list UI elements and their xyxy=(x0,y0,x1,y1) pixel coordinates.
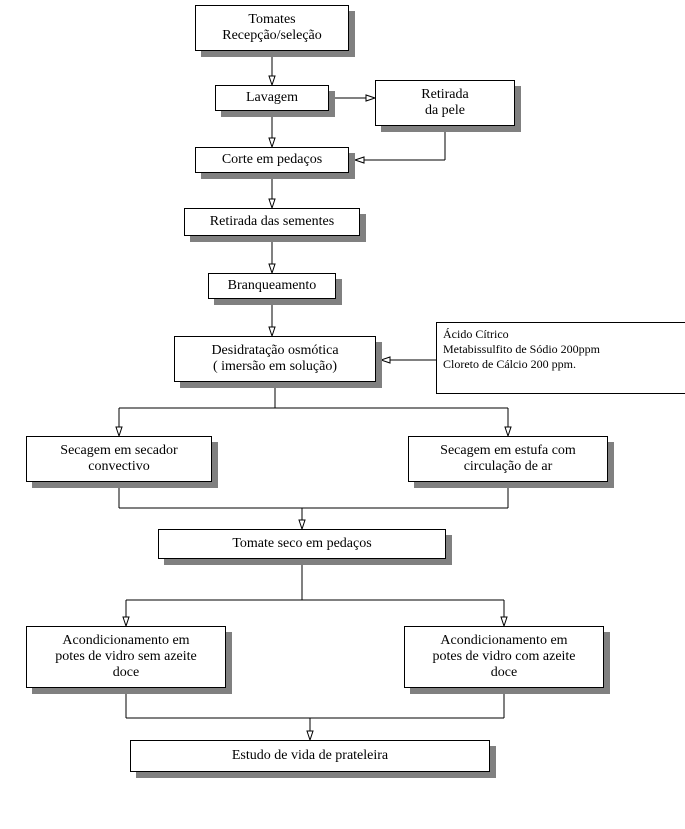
flow-node-n3: Retiradada pele xyxy=(375,80,515,126)
flow-node-n6: Branqueamento xyxy=(208,273,336,299)
flow-node-n5: Retirada das sementes xyxy=(184,208,360,236)
flowchart-canvas: { "type": "flowchart", "canvas": { "widt… xyxy=(0,0,685,829)
flow-node-n7: Desidratação osmótica( imersão em soluçã… xyxy=(174,336,376,382)
annotation-note: Ácido CítricoMetabissulfito de Sódio 200… xyxy=(436,322,685,394)
flow-node-n10: Tomate seco em pedaços xyxy=(158,529,446,559)
flow-node-n9: Secagem em estufa comcirculação de ar xyxy=(408,436,608,482)
flow-node-n1: TomatesRecepção/seleção xyxy=(195,5,349,51)
flow-node-n12: Acondicionamento empotes de vidro com az… xyxy=(404,626,604,688)
connectors-layer xyxy=(0,0,685,829)
flow-node-n13: Estudo de vida de prateleira xyxy=(130,740,490,772)
flow-node-n4: Corte em pedaços xyxy=(195,147,349,173)
flow-node-n8: Secagem em secadorconvectivo xyxy=(26,436,212,482)
flow-node-n11: Acondicionamento empotes de vidro sem az… xyxy=(26,626,226,688)
flow-node-n2: Lavagem xyxy=(215,85,329,111)
